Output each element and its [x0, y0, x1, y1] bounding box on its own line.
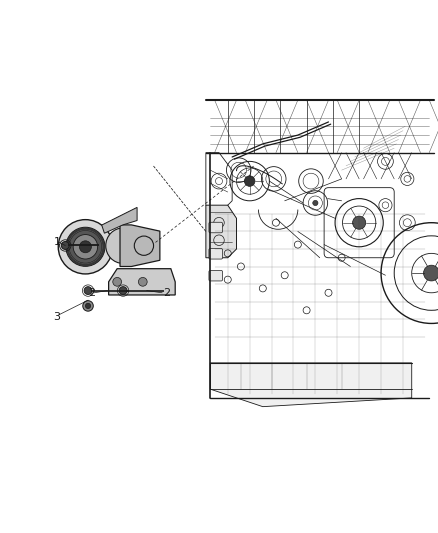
Text: 3: 3: [53, 312, 60, 322]
Circle shape: [244, 176, 255, 187]
Circle shape: [353, 216, 366, 229]
Polygon shape: [109, 269, 175, 295]
Circle shape: [79, 241, 92, 253]
Circle shape: [424, 265, 438, 281]
Text: 1: 1: [53, 237, 60, 247]
Polygon shape: [206, 205, 237, 258]
Circle shape: [66, 227, 105, 266]
Circle shape: [113, 278, 121, 286]
Circle shape: [84, 287, 92, 295]
Circle shape: [313, 200, 318, 206]
Circle shape: [73, 235, 98, 259]
Circle shape: [83, 301, 93, 311]
FancyBboxPatch shape: [209, 222, 223, 233]
FancyBboxPatch shape: [209, 248, 223, 259]
Text: 2: 2: [88, 288, 95, 298]
FancyBboxPatch shape: [209, 270, 223, 281]
Circle shape: [85, 303, 91, 309]
Circle shape: [138, 278, 147, 286]
Circle shape: [119, 287, 127, 295]
Circle shape: [61, 241, 69, 249]
Polygon shape: [210, 363, 412, 407]
Polygon shape: [120, 225, 160, 266]
Text: 2: 2: [163, 288, 170, 298]
Ellipse shape: [106, 228, 140, 263]
Polygon shape: [102, 207, 137, 233]
Circle shape: [58, 220, 113, 274]
